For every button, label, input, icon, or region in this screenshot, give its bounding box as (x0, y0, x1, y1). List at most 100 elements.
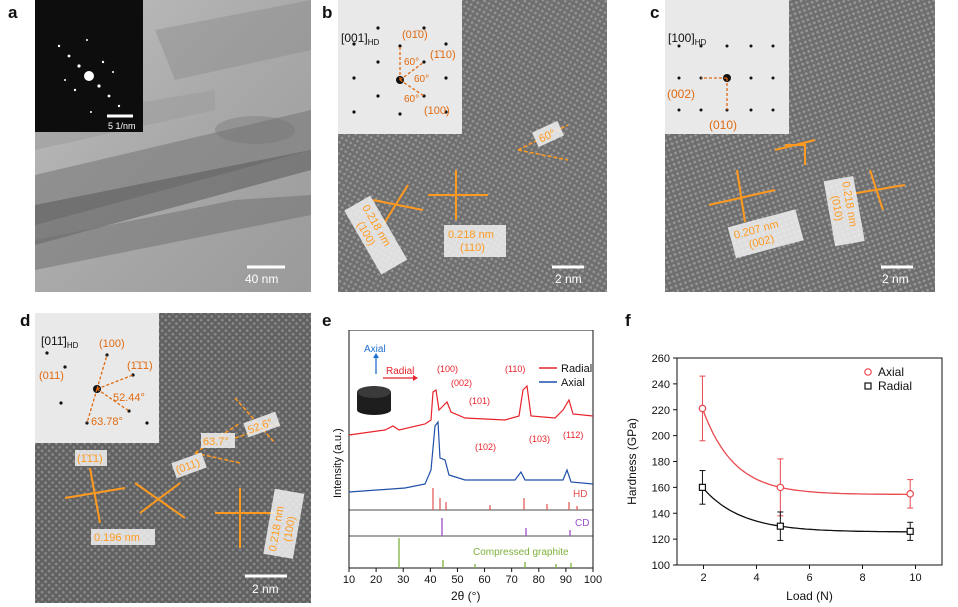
x-axis-label: Load (N) (786, 589, 833, 603)
axial-xrd-curve (348, 420, 594, 493)
miller-index-label: (010) (828, 195, 844, 222)
panel-label-c: c (650, 3, 660, 22)
x-tick-label: 50 (451, 574, 463, 586)
inset-label: (010) (709, 118, 737, 132)
miller-index-label: (110) (460, 242, 485, 254)
legend-marker (864, 382, 872, 390)
panel-d-hrtem: [011̄]HD (100) (011) (1̄1̄1) 52.44° 63.7… (35, 313, 311, 603)
zone-axis-label: [001]HD (341, 31, 379, 47)
peak-label: (002) (451, 378, 472, 388)
inset-label: (100) (99, 338, 125, 350)
y-axis-label: Hardness (GPa) (625, 418, 639, 505)
legend-label-radial: Radial (878, 379, 912, 393)
panel-b-hrtem: [001]HD (01̄0) (1̄10) (100) 60° 60° 60° … (338, 0, 607, 292)
inset-angle: 63.78° (91, 416, 123, 428)
chart-axes: 2 4 6 8 10 100 120 140 160 180 200 220 240 260 (652, 353, 943, 584)
data-point-axial (906, 490, 915, 498)
hd-reference-sticks (432, 488, 578, 510)
inset-label: (1̄10) (430, 49, 456, 61)
peak-label: (101) (469, 396, 490, 406)
x-tick-label: 10 (909, 572, 921, 584)
legend-radial: Radial (561, 363, 592, 375)
miller-index-label: (1̄1̄1) (77, 453, 103, 465)
data-point-axial (698, 404, 707, 413)
d-spacing-label: 0.196 nm (94, 532, 140, 544)
legend-label-axial: Axial (878, 365, 904, 379)
diffraction-pattern-inset (35, 313, 159, 443)
x-tick-label: 100 (584, 574, 602, 586)
legend-axial: Axial (561, 377, 585, 389)
x-tick-label: 6 (806, 572, 812, 584)
x-tick-label: 20 (370, 574, 382, 586)
y-tick-label: 100 (652, 560, 670, 572)
panel-label-e: e (322, 311, 332, 330)
x-tick-label: 30 (397, 574, 409, 586)
panel-e-xrd: Axial Radial Radial Axial (100) (002) (1… (325, 330, 615, 607)
x-tick-label: 70 (506, 574, 518, 586)
data-point-radial (698, 483, 707, 491)
panel-f-hardness-chart: 2 4 6 8 10 100 120 140 160 180 200 220 240 260 Axial R… (622, 330, 952, 607)
y-tick-label: 220 (652, 405, 670, 417)
inset-angle: 60° (404, 57, 419, 68)
diffraction-inset (35, 0, 143, 132)
hardness-vs-load-chart: 2 4 6 8 10 100 120 140 160 180 200 220 240 260 AxialR… (625, 353, 943, 603)
x-axis-ticks: 10 20 30 40 50 60 70 80 90 100 (343, 568, 602, 586)
x-tick-label: 2 (700, 572, 706, 584)
panel-label-d: d (20, 311, 31, 330)
x-tick-label: 4 (753, 572, 759, 584)
inset-label: (01̄0) (402, 29, 428, 41)
x-axis-label: 2θ (°) (451, 589, 480, 603)
hrtem-image-d: [011̄]HD (100) (011) (1̄1̄1) 52.44° 63.7… (35, 313, 311, 603)
x-tick-label: 10 (343, 574, 355, 586)
scale-bar-label: 2 nm (555, 272, 582, 286)
hrtem-image-b: [001]HD (01̄0) (1̄10) (100) 60° 60° 60° … (338, 0, 607, 292)
y-axis-label: Intensity (a.u.) (332, 428, 344, 498)
d-spacing-label: 0.218 nm (448, 229, 494, 241)
miller-index-label: (100) (282, 515, 298, 542)
fit-curve-axial (701, 408, 911, 496)
y-tick-label: 140 (652, 508, 670, 520)
data-point-radial (776, 522, 784, 530)
scale-bar-label: 2 nm (252, 582, 279, 596)
panel-label-a: a (8, 3, 18, 22)
x-tick-label: 8 (859, 572, 865, 584)
hd-reference-label: HD (573, 489, 587, 500)
data-point-radial (906, 527, 914, 535)
zone-axis-label: [100]HD (668, 31, 706, 47)
scale-bar-label: 40 nm (245, 272, 278, 286)
y-tick-label: 180 (652, 457, 670, 469)
peak-label: (100) (437, 364, 458, 374)
peak-label: (103) (529, 434, 550, 444)
panel-label-b: b (322, 3, 333, 22)
radial-xrd-curve (348, 384, 594, 436)
fit-curves (701, 408, 911, 533)
xrd-chart: Axial Radial Radial Axial (100) (002) (1… (332, 330, 602, 603)
cd-reference-sticks (441, 518, 571, 536)
inset-label: (011) (39, 370, 64, 382)
graphite-reference-label: Compressed graphite (473, 547, 569, 558)
peak-label: (102) (475, 442, 496, 452)
legend-marker (864, 368, 872, 376)
peak-label: (110) (505, 364, 525, 374)
y-tick-label: 260 (652, 353, 670, 365)
panel-c-hrtem: [100]HD (002) (010) 0.207 nm (002) 0.218… (665, 0, 935, 292)
axial-direction-label: Axial (364, 344, 386, 355)
fit-curve-radial (701, 486, 911, 533)
panel-a-tem-image: 5 1/nm 40 nm (35, 0, 311, 292)
graphite-reference-sticks (398, 538, 572, 568)
hrtem-image-c: [100]HD (002) (010) 0.207 nm (002) 0.218… (665, 0, 935, 292)
scale-bar-label: 2 nm (882, 272, 909, 286)
x-tick-label: 90 (560, 574, 572, 586)
panel-label-f: f (625, 311, 631, 330)
y-tick-label: 120 (652, 534, 670, 546)
inset-label: (100) (424, 105, 450, 117)
data-points (698, 375, 915, 541)
y-tick-label: 240 (652, 379, 670, 391)
cd-reference-label: CD (575, 518, 589, 529)
diffraction-pattern-inset (665, 0, 789, 134)
y-tick-label: 200 (652, 431, 670, 443)
diffraction-spots (57, 39, 121, 113)
inset-angle: 52.44° (113, 392, 145, 404)
tem-micrograph: 5 1/nm 40 nm (35, 0, 311, 292)
